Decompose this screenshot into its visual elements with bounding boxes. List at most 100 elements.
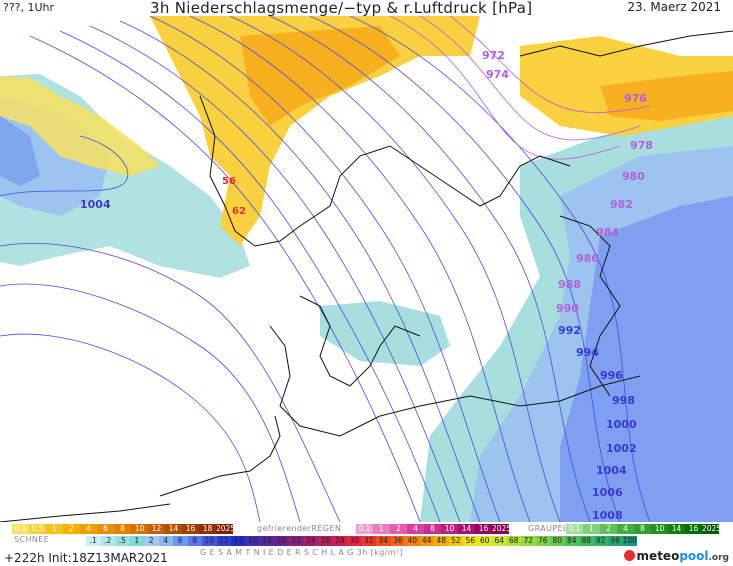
logo-text-c: .org <box>708 553 729 563</box>
snow-finland-core <box>600 71 733 121</box>
isobar-label-992: 992 <box>558 324 581 337</box>
total-precip-scale-cell: .1 <box>86 536 101 546</box>
graupel-label: GRAUPEL <box>528 524 568 533</box>
total-precip-scale-cell: 72 <box>521 536 536 546</box>
total-precip-scale-cell: .2 <box>100 536 115 546</box>
total-precip-scale-cell: 92 <box>593 536 608 546</box>
legend: 0.1 0.5 1 2 4 6 8 10 12 14 16 18 2025+ SCHNEE gefrie… <box>0 522 733 566</box>
snow-scale-cell: 0.5 <box>29 524 46 534</box>
graupel-scale-cell: 10 <box>651 524 668 534</box>
total-precip-scale-cell: 2 <box>144 536 159 546</box>
model-run-info: +222h Init:18Z13MAR2021 <box>4 551 168 565</box>
weather-map: 1004 56 62 972 974 976 978 980 982 984 9… <box>0 16 733 522</box>
isobar-label-974: 974 <box>486 68 509 81</box>
frz-rain-scale-cell: 16 <box>475 524 492 534</box>
snow-scale: 0.1 0.5 1 2 4 6 8 10 12 14 16 18 2025+ <box>12 524 241 534</box>
forecast-hour: ???, 1Uhr <box>3 1 55 14</box>
graupel-scale-cell: 4 <box>617 524 634 534</box>
total-precip-scale-cell: 16 <box>245 536 260 546</box>
isobar-label-982: 982 <box>610 198 633 211</box>
snow-scale-cell: 14 <box>165 524 182 534</box>
total-precip-scale: .1.2.5 1 2 4 6 8 10 12 14 16 18 20 22 24 26 28 30 32 34 36 4… <box>86 536 637 546</box>
total-precip-scale-cell: 12 <box>216 536 231 546</box>
frz-rain-scale-cell: 14 <box>458 524 475 534</box>
frz-rain-label: gefrierenderREGEN <box>257 524 342 533</box>
total-precip-scale-cell: 80 <box>550 536 565 546</box>
isobar-label-62: 62 <box>232 206 246 217</box>
total-precip-scale-cell: 14 <box>231 536 246 546</box>
snow-label: SCHNEE <box>14 535 50 544</box>
snow-scale-cell: 6 <box>97 524 114 534</box>
isobar-label-1006: 1006 <box>592 486 623 499</box>
isobar-label-972: 972 <box>482 49 505 62</box>
frz-rain-scale-cell: 4 <box>407 524 424 534</box>
frz-rain-scale-cell: 8 <box>424 524 441 534</box>
graupel-scale-cell: 0.1 <box>566 524 583 534</box>
total-precip-scale-cell: 100 <box>622 536 637 546</box>
isobar-lines <box>0 16 651 522</box>
isobar-label-984: 984 <box>596 226 619 239</box>
total-precip-scale-cell: 36 <box>390 536 405 546</box>
frz-rain-scale-cell: 10 <box>441 524 458 534</box>
frz-rain-scale-cell: 1 <box>373 524 390 534</box>
total-precip-scale-cell: 32 <box>361 536 376 546</box>
precip-west-core2 <box>0 116 40 186</box>
total-precip-scale-cell: 18 <box>260 536 275 546</box>
total-precip-scale-cell: 88 <box>579 536 594 546</box>
isobar-lines-lilac <box>389 16 651 160</box>
isobar-label-980: 980 <box>622 170 645 183</box>
snow-scale-cell: 1 <box>46 524 63 534</box>
total-precip-scale-cell: 20 <box>274 536 289 546</box>
isobar-label-990: 990 <box>556 302 579 315</box>
total-precip-scale-cell: 60 <box>477 536 492 546</box>
meteopool-logo[interactable]: meteopool.org <box>623 549 729 563</box>
isobar-label-996: 996 <box>600 369 623 382</box>
forecast-date: 23. Maerz 2021 <box>627 0 721 14</box>
map-canvas: 1004 56 62 972 974 976 978 980 982 984 9… <box>0 16 733 522</box>
isobar-label-56: 56 <box>222 176 236 187</box>
isobar-label-994: 994 <box>576 346 599 359</box>
frz-rain-scale-cell: 2025+ <box>492 524 518 534</box>
isobar-label-988: 988 <box>558 278 581 291</box>
snow-norway <box>150 16 480 246</box>
total-precip-scale-cell: 96 <box>608 536 623 546</box>
snow-scale-cell: 18 <box>199 524 216 534</box>
snow-scale-cell: 4 <box>80 524 97 534</box>
total-precip-scale-cell: 28 <box>332 536 347 546</box>
precip-denmark <box>320 301 450 366</box>
frz-rain-scale-cell: 2 <box>390 524 407 534</box>
total-precip-scale-cell: .5 <box>115 536 130 546</box>
snow-norway-core <box>240 26 400 126</box>
graupel-scale-cell: 8 <box>634 524 651 534</box>
graupel-scale: 0.1 1 2 4 8 10 14 16 2025+ <box>566 524 728 534</box>
total-precip-scale-cell: 56 <box>463 536 478 546</box>
snow-scale-cell: 10 <box>131 524 148 534</box>
total-precip-scale-cell: 26 <box>318 536 333 546</box>
graupel-scale-cell: 1 <box>583 524 600 534</box>
graupel-scale-cell: 14 <box>668 524 685 534</box>
isobar-label-1000: 1000 <box>606 418 637 431</box>
total-precip-scale-cell: 48 <box>434 536 449 546</box>
total-precip-scale-cell: 6 <box>173 536 188 546</box>
precip-west-core <box>0 96 110 216</box>
isobar-label-978: 978 <box>630 139 653 152</box>
total-precip-scale-cell: 68 <box>506 536 521 546</box>
total-precip-scale-cell: 44 <box>419 536 434 546</box>
total-precip-scale-cell: 40 <box>405 536 420 546</box>
total-precip-scale-cell: 1 <box>129 536 144 546</box>
graupel-scale-cell: 2025+ <box>702 524 728 534</box>
logo-text-a: meteo <box>636 549 680 563</box>
header: ???, 1Uhr 3h Niederschlagsmenge/−typ & r… <box>0 0 733 18</box>
precip-east-core2 <box>560 196 733 522</box>
total-precip-scale-cell: 22 <box>289 536 304 546</box>
graupel-scale-cell: 16 <box>685 524 702 534</box>
graupel-scale-cell: 2 <box>600 524 617 534</box>
snow-scale-cell: 16 <box>182 524 199 534</box>
total-precip-scale-cell: 76 <box>535 536 550 546</box>
isobar-label-1004-east: 1004 <box>596 464 627 477</box>
total-precip-scale-cell: 34 <box>376 536 391 546</box>
total-precip-scale-cell: 64 <box>492 536 507 546</box>
map-title: 3h Niederschlagsmenge/−typ & r.Luftdruck… <box>150 0 533 17</box>
isobar-label-1004: 1004 <box>80 198 111 211</box>
total-precip-scale-cell: 52 <box>448 536 463 546</box>
